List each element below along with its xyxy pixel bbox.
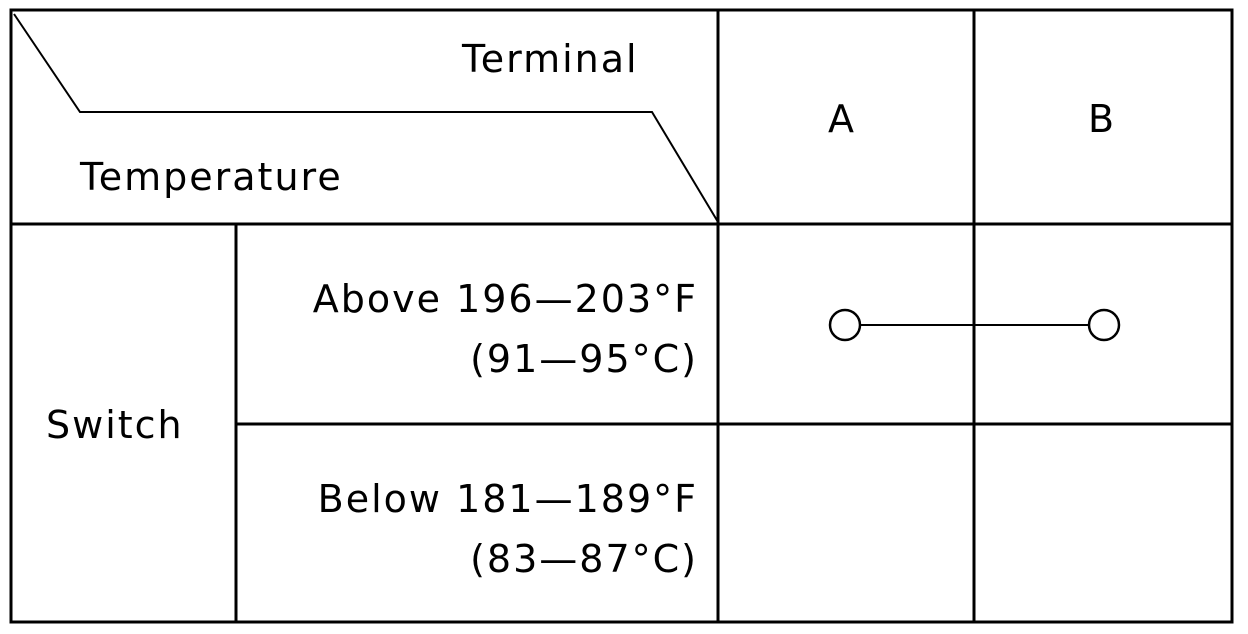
terminal-a-header: A [828, 97, 856, 141]
terminal-b-header: B [1088, 97, 1117, 141]
row-below-celsius: (83—87°C) [470, 537, 698, 581]
header-diagonal-divider [13, 13, 719, 223]
row-below-fahrenheit: Below 181—189°F [317, 477, 698, 521]
row-above-celsius: (91—95°C) [470, 337, 698, 381]
terminal-b-node [1087, 308, 1121, 342]
continuity-a-b [828, 308, 1121, 342]
row-above-fahrenheit: Above 196—203°F [312, 277, 698, 321]
table-border [9, 8, 1234, 624]
switch-label: Switch [46, 403, 184, 447]
terminal-a-node [828, 308, 862, 342]
terminal-header: Terminal [462, 37, 639, 81]
temperature-header: Temperature [80, 155, 343, 199]
